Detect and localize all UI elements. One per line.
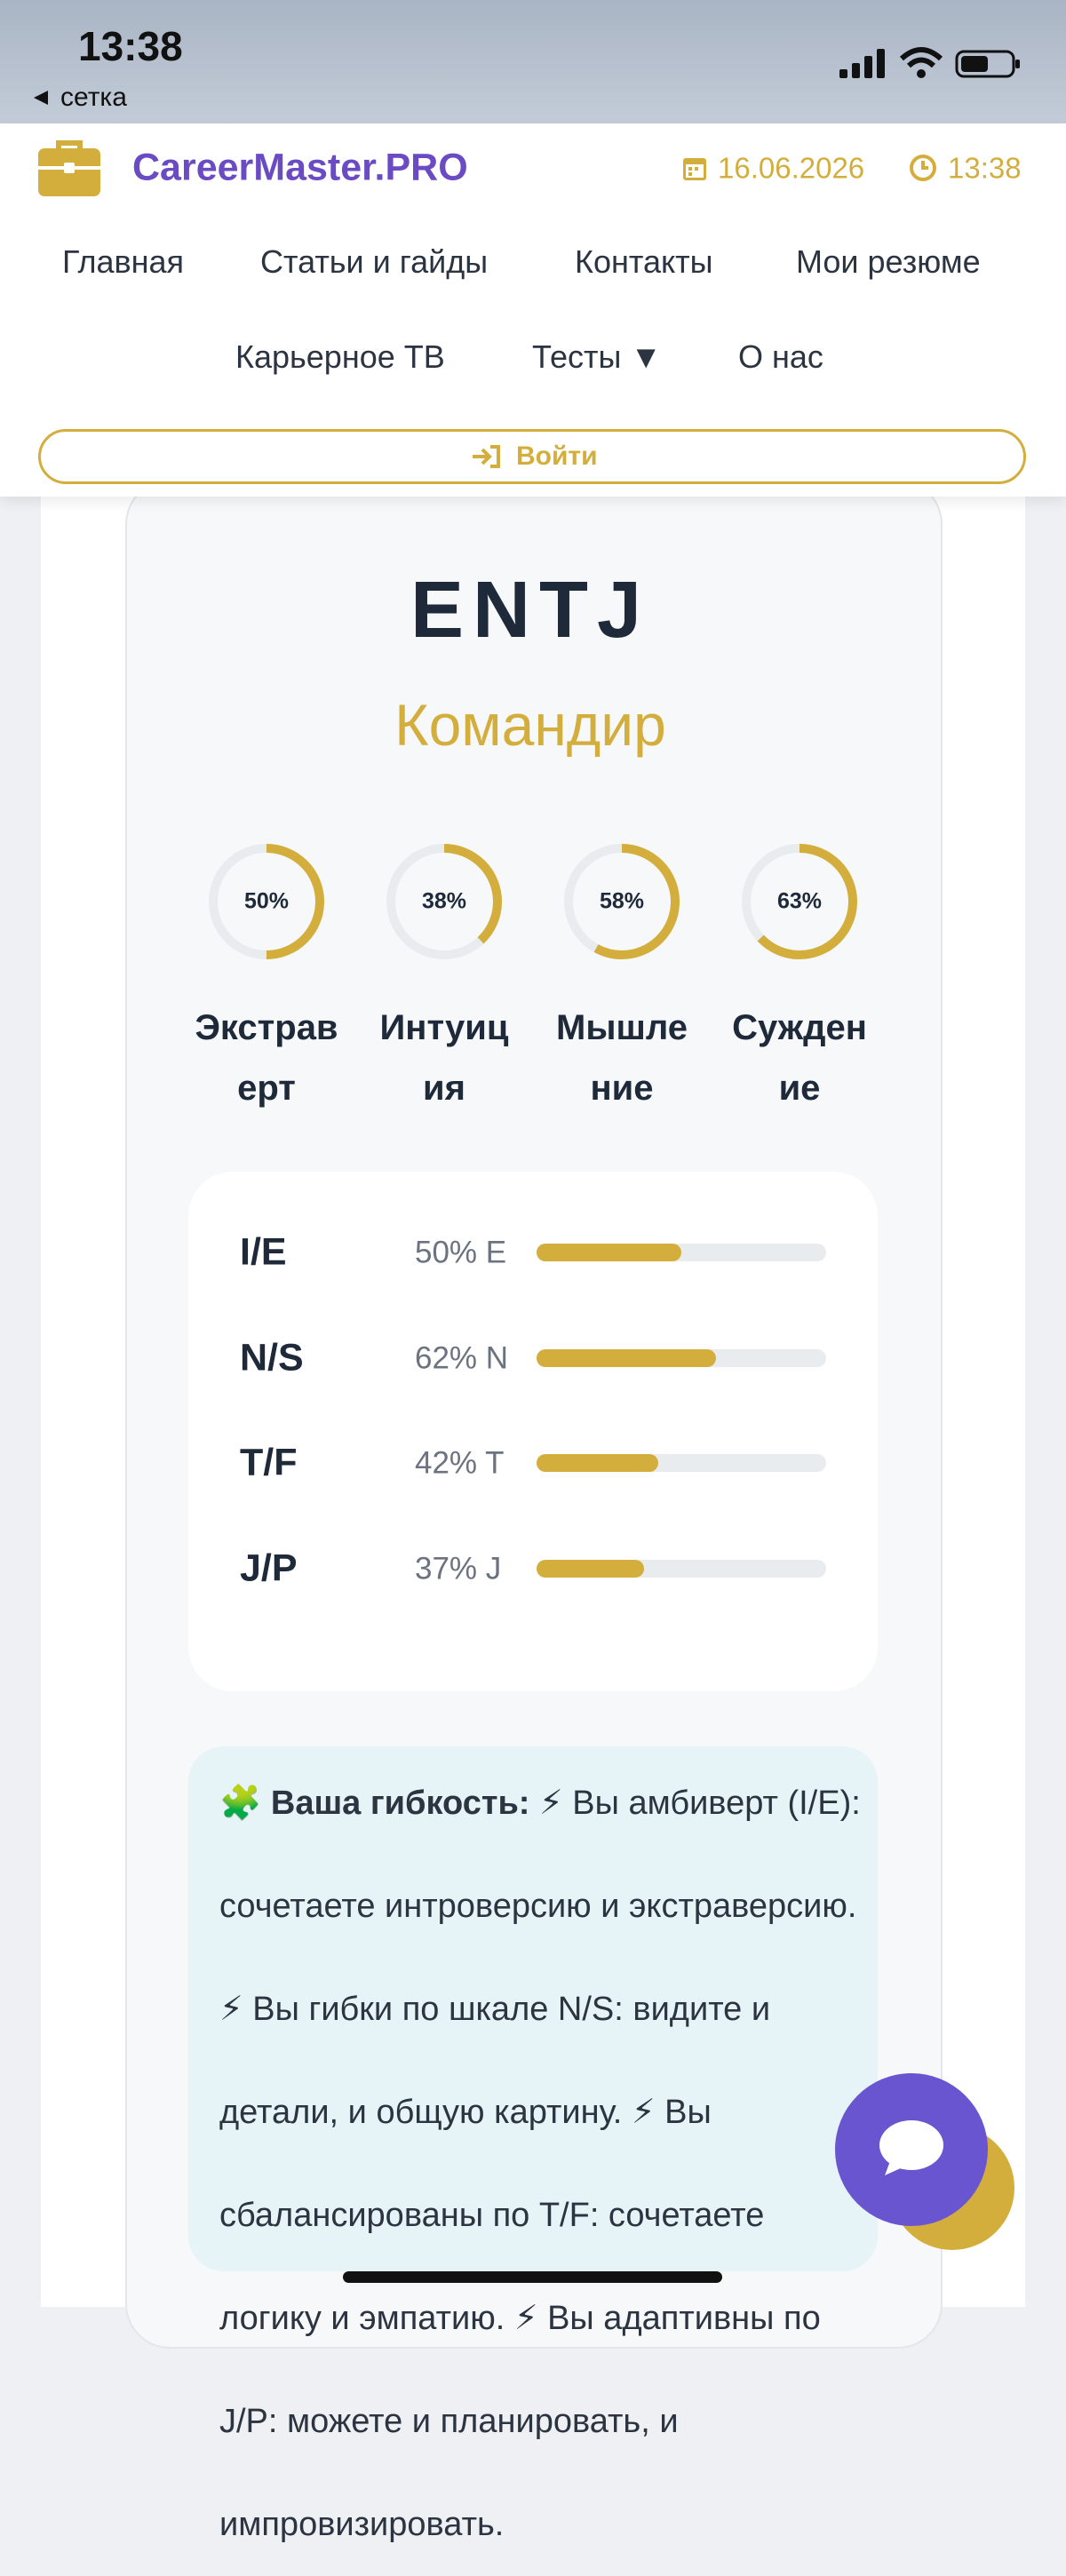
info-box: [188, 1746, 878, 2271]
trait-name: Интуиц: [379, 1008, 509, 1047]
scale-value: 62% N: [415, 1340, 509, 1376]
trait-name: ия: [423, 1069, 465, 1108]
date: 16.06.2026: [718, 151, 865, 185]
bar-fill: [537, 1244, 681, 1261]
nav-link[interactable]: Тесты ▼: [532, 338, 662, 375]
ring-label: 38%: [421, 888, 467, 914]
scale-name: T/F: [240, 1441, 298, 1484]
scale-value: 42% T: [415, 1445, 505, 1481]
ring: [564, 844, 680, 959]
brand[interactable]: CareerMaster.PRO: [132, 146, 468, 189]
ring-arc: [386, 844, 502, 959]
scale-name: I/E: [240, 1230, 287, 1274]
back-arrow[interactable]: [32, 89, 50, 107]
bar-fill: [537, 1348, 717, 1367]
ring: [386, 844, 502, 959]
nav-link[interactable]: О нас: [738, 338, 823, 375]
status-bar: 13:38 сетка: [0, 0, 1066, 123]
trait-name: ие: [778, 1069, 821, 1108]
scale-value: 37% J: [415, 1551, 502, 1586]
chat-button[interactable]: [826, 2065, 1030, 2270]
header: CareerMaster.PRO 16.06.2026 13:38 Главна…: [0, 123, 1066, 497]
type-code: ENTJ: [410, 566, 651, 655]
time: 13:38: [948, 151, 1022, 185]
ring-arc: [564, 844, 680, 959]
clock: 13:38: [78, 23, 183, 69]
status-icons: [839, 47, 1020, 78]
ring-arc: [742, 844, 857, 959]
ring-label: 50%: [243, 888, 290, 914]
bar-fill: [537, 1454, 658, 1473]
trait-name: Сужден: [732, 1008, 867, 1047]
type-name: Командир: [394, 692, 666, 758]
back-link[interactable]: сетка: [60, 83, 127, 112]
ring-arc: [209, 844, 324, 959]
calendar-icon: [683, 158, 706, 180]
login-button[interactable]: Войти: [38, 429, 1026, 484]
nav-link[interactable]: Карьерное ТВ: [235, 338, 445, 375]
ring-label: 63%: [776, 888, 823, 914]
home-indicator: [343, 2271, 722, 2283]
scale-name: N/S: [240, 1336, 304, 1379]
scale-name: J/P: [240, 1546, 298, 1590]
info-body: ⚡ Вы амбиверт (I/E): сочетаете интроверс…: [219, 1785, 861, 2543]
ring: [742, 844, 857, 959]
nav-link[interactable]: Контакты: [575, 243, 713, 280]
nav-link[interactable]: Статьи и гайды: [260, 243, 489, 280]
trait-name: ние: [590, 1069, 654, 1108]
ring: [209, 844, 324, 959]
scale-value: 50% E: [415, 1235, 507, 1270]
info-title: Ваша гибкость:: [270, 1785, 530, 1822]
nav-link[interactable]: Главная: [62, 243, 185, 280]
nav-link[interactable]: Мои резюме: [796, 243, 981, 280]
bar-fill: [537, 1560, 644, 1578]
login-icon: [473, 445, 500, 468]
info-text: 🧩 Ваша гибкость: ⚡ Вы амбиверт (I/E): со…: [219, 1785, 861, 2543]
trait-name: ерт: [237, 1069, 296, 1108]
logo-icon: [38, 140, 100, 196]
login-label[interactable]: Войти: [516, 441, 598, 471]
trait-name: Мышле: [556, 1008, 688, 1047]
clock-icon: [910, 155, 936, 181]
trait-name: Экстрав: [195, 1008, 338, 1047]
ring-label: 58%: [599, 888, 645, 914]
